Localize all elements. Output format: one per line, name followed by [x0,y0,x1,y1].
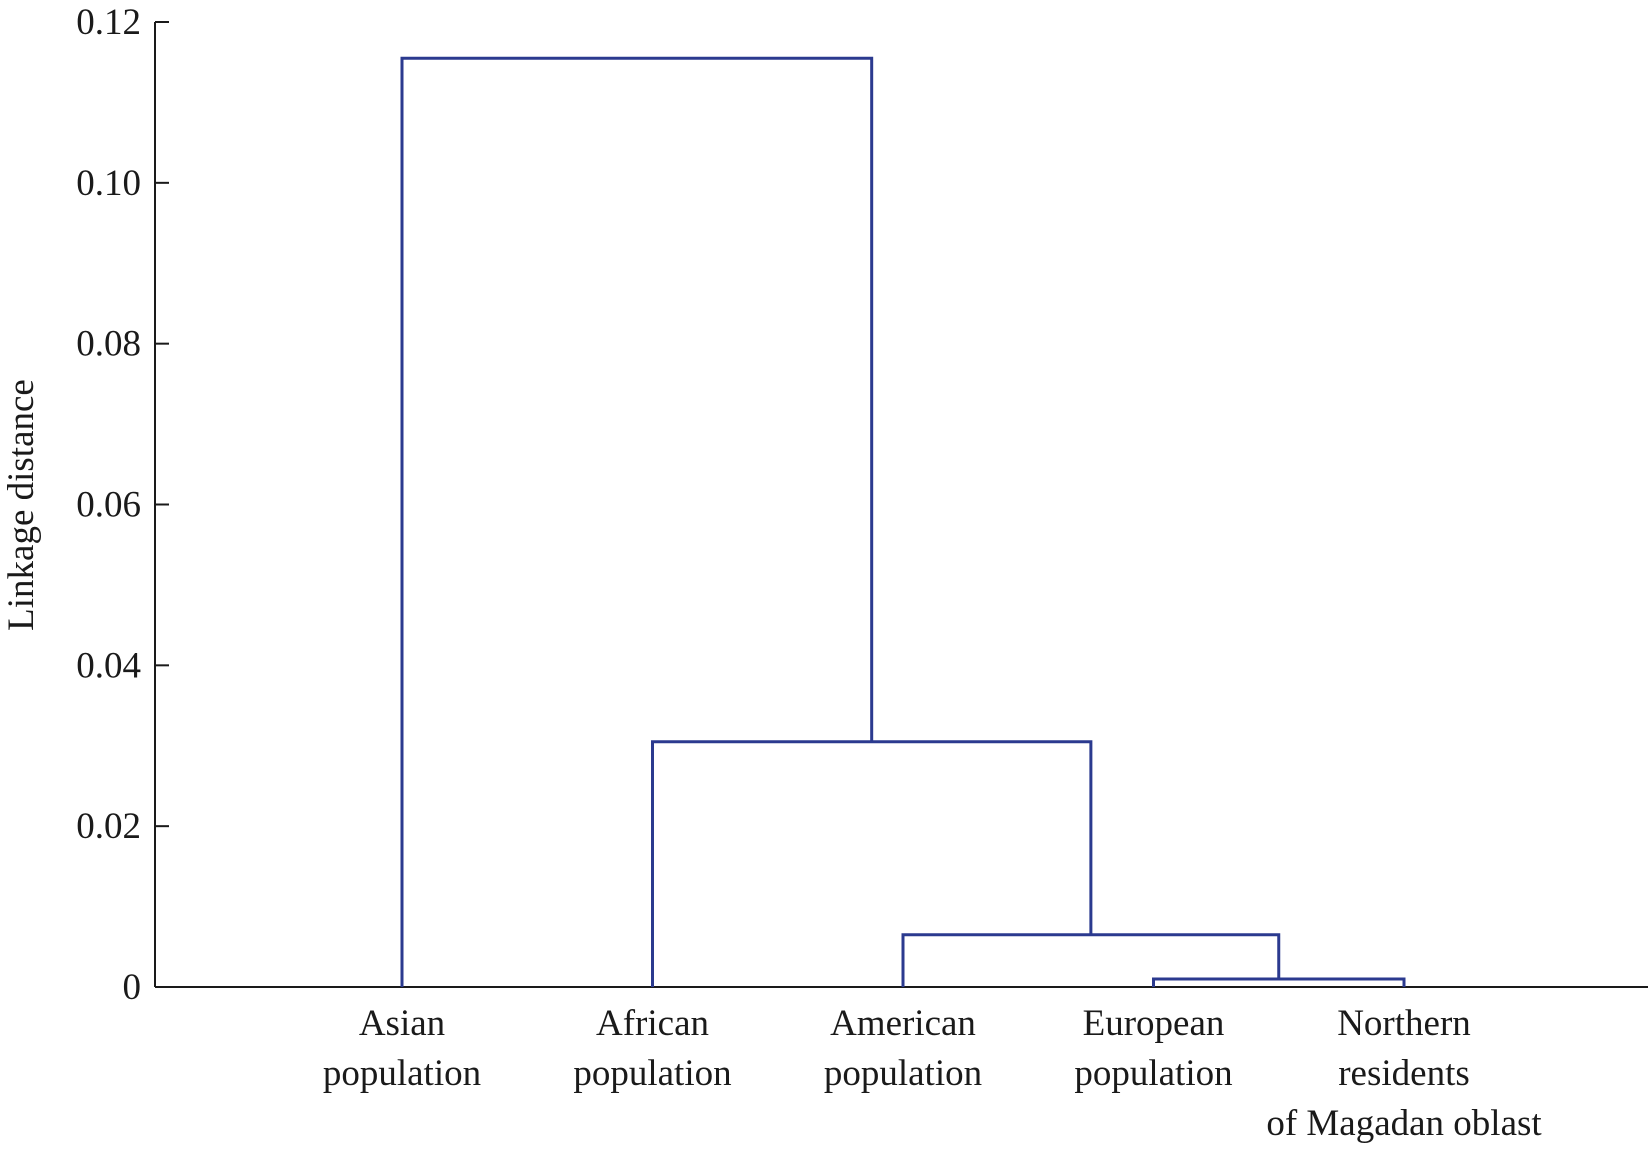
y-tick-label: 0.02 [76,806,141,847]
leaf-label: Asian population [323,1003,481,1094]
dendrogram-link [400,56,874,987]
dendrogram-links [400,56,1406,987]
y-tick-label: 0.04 [76,645,141,686]
dendrogram-link [1152,977,1406,987]
y-tick-label: 0.12 [76,2,141,43]
y-axis-label: Linkage distance [1,379,42,631]
leaf-label: European population [1074,1003,1232,1094]
y-axis: 0 0.02 0.04 0.06 0.08 0.10 0.12 [76,2,169,1008]
y-tick-label: 0.08 [76,324,141,365]
y-tick-label: 0.06 [76,485,141,526]
leaf-label: Northern residents of Magadan oblast [1266,1003,1542,1144]
leaf-label: American population [824,1003,982,1094]
y-tick-label: 0 [123,967,142,1008]
leaf-label: African population [573,1003,731,1094]
dendrogram-link [651,740,1093,987]
leaf-labels: Asian population African population American… [323,1003,1543,1144]
y-tick-label: 0.10 [76,163,141,204]
